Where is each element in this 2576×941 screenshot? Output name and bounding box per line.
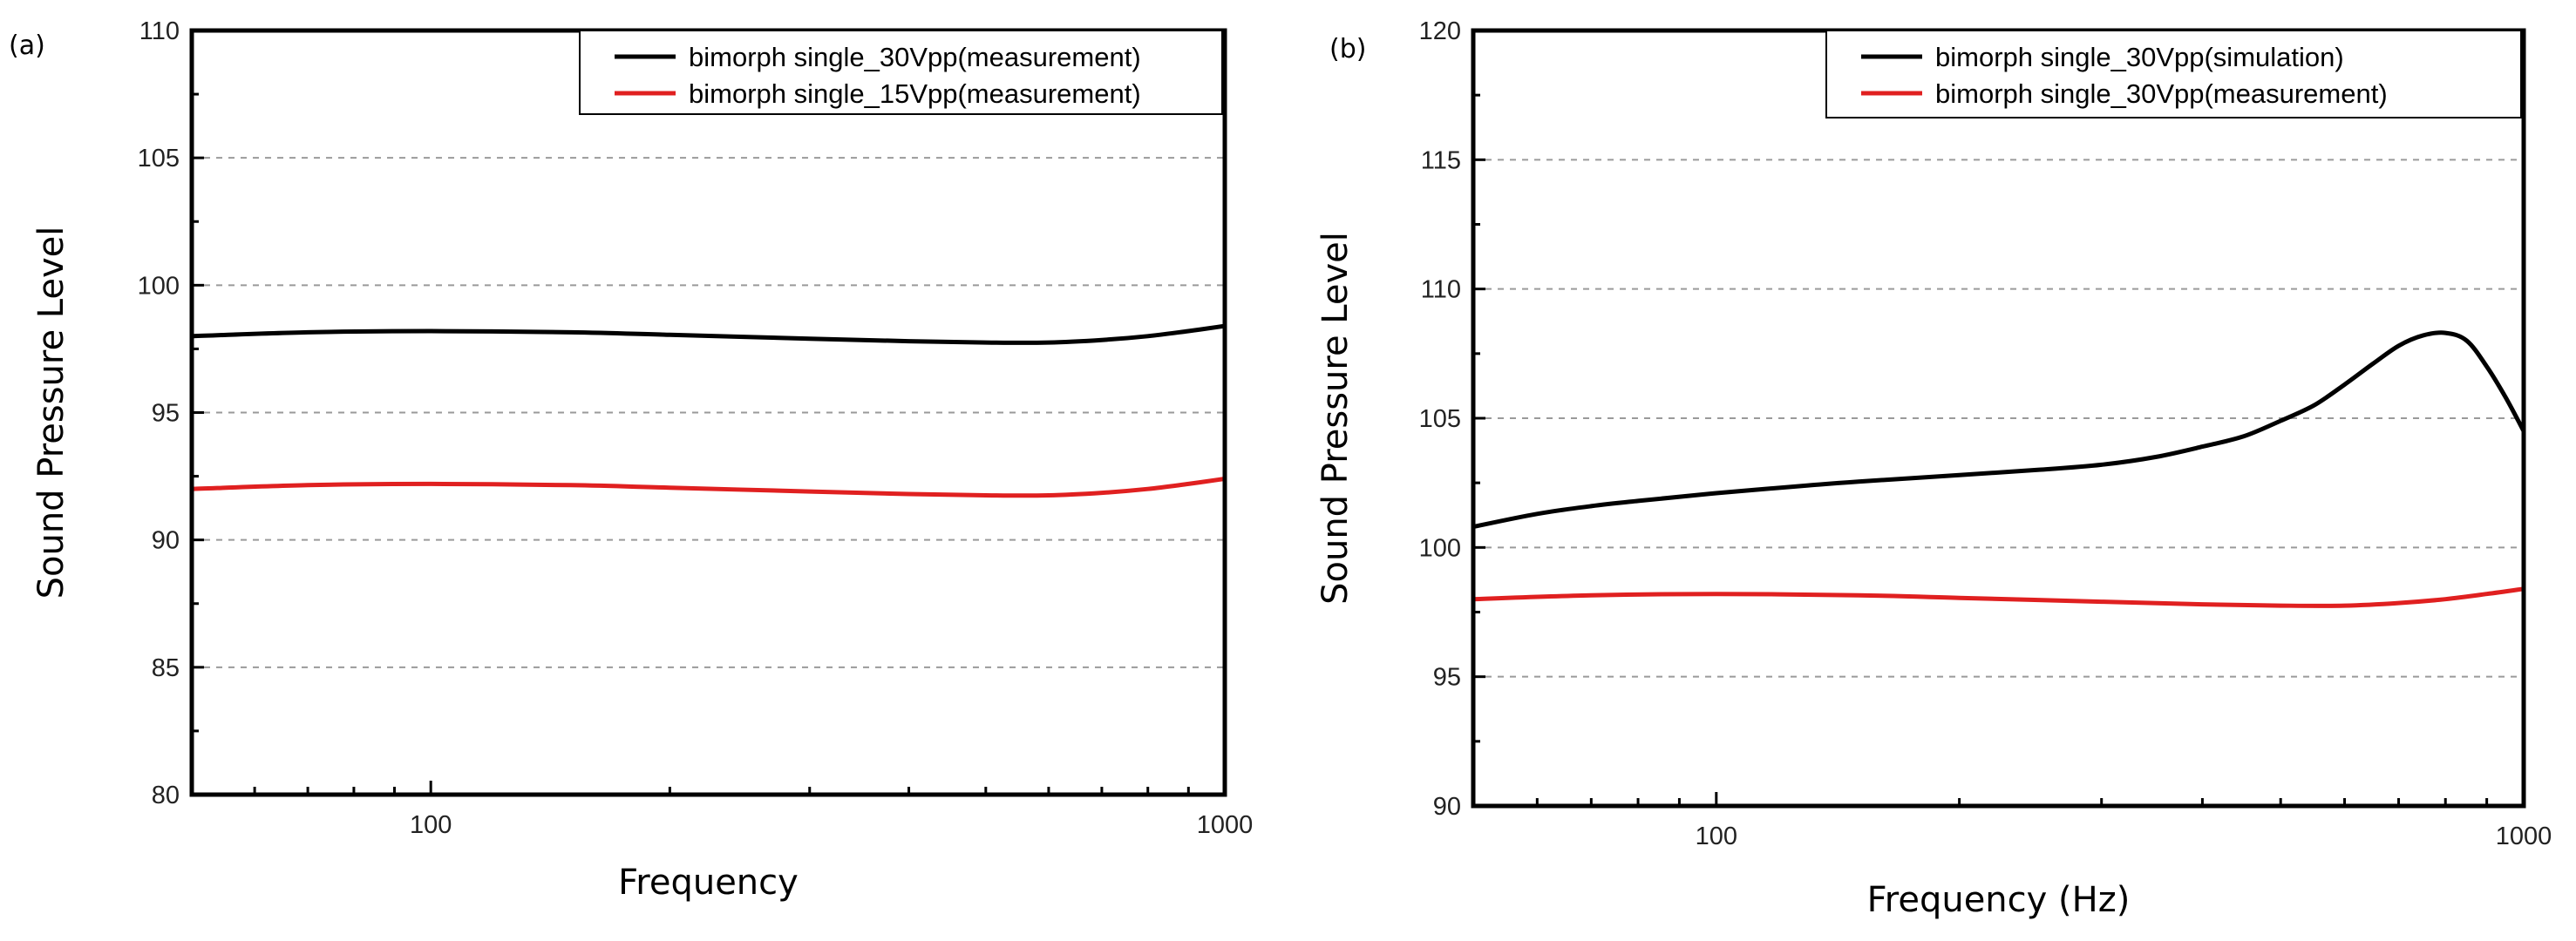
x-tick-label: 1000 (1197, 811, 1254, 839)
legend-label-1: bimorph single_30Vpp(simulation) (1935, 42, 2344, 72)
y-tick-label: 90 (1433, 793, 1461, 821)
y-tick-label: 120 (1419, 17, 1461, 45)
legend-label-2: bimorph single_30Vpp(measurement) (1935, 78, 2388, 109)
y-tick-label: 110 (1421, 276, 1461, 304)
legend-box (1825, 30, 2522, 118)
panel-b: (b) 90 95 100 105 110 115 120 100 1000 bimorph sin… (1315, 17, 2552, 920)
legend-box (579, 30, 1223, 115)
y-axis-title: Sound Pressure Level (31, 227, 71, 599)
panel-label: (a) (9, 30, 45, 61)
y-tick-label: 95 (1433, 664, 1461, 692)
y-tick-label: 115 (1421, 146, 1461, 174)
legend-label-2: bimorph single_15Vpp(measurement) (689, 78, 1141, 109)
y-tick-label: 105 (1419, 405, 1461, 433)
y-tick-label: 105 (138, 145, 180, 173)
x-axis-title: Frequency (Hz) (1867, 880, 2131, 920)
x-tick-label: 100 (410, 811, 452, 839)
panel-a: (a) 80 85 90 95 100 105 110 100 1000 bimorph singl… (9, 17, 1253, 903)
y-axis-title: Sound Pressure Level (1315, 232, 1356, 605)
x-axis-title: Frequency (618, 863, 799, 903)
series-line-2 (1472, 586, 2525, 608)
series-line-2 (191, 477, 1226, 498)
legend-label-1: bimorph single_30Vpp(measurement) (689, 42, 1141, 72)
series-line-1 (1472, 330, 2526, 530)
y-tick-label: 90 (152, 527, 180, 555)
y-tick-label: 110 (139, 17, 180, 45)
x-tick-label: 100 (1696, 823, 1737, 850)
y-tick-label: 85 (152, 654, 180, 682)
x-tick-label: 1000 (2496, 823, 2552, 850)
y-tick-label: 80 (152, 782, 180, 809)
y-tick-label: 100 (1419, 534, 1461, 562)
panel-label: (b) (1329, 34, 1366, 64)
series-line-1 (191, 323, 1226, 345)
y-tick-label: 95 (152, 400, 180, 428)
y-tick-label: 100 (138, 272, 180, 300)
